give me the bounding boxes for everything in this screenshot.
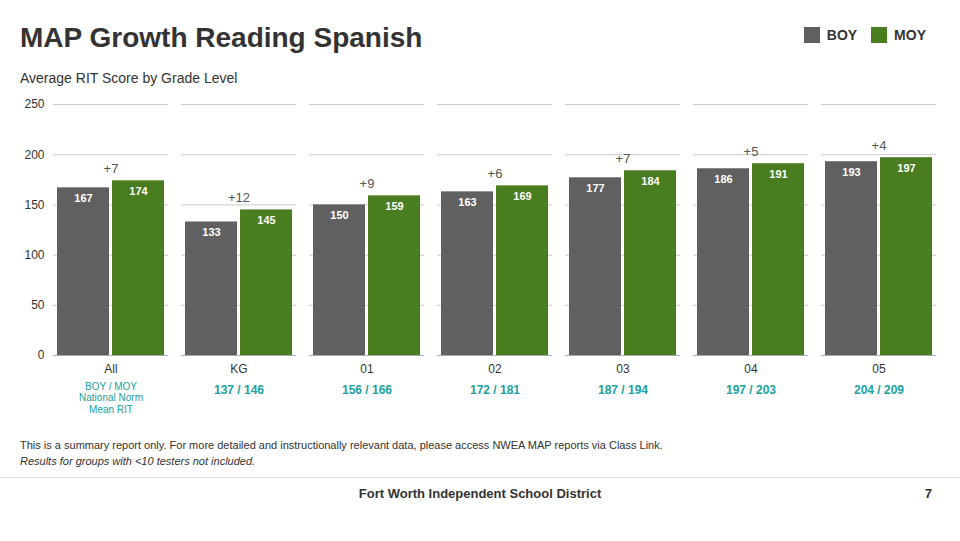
html-text:Fort Worth Independent School: Fort Worth Independent School District xyxy=(358,486,602,501)
svg-text:+6: +6 xyxy=(488,166,503,181)
svg-text:174: 174 xyxy=(129,185,148,197)
svg-text:187 / 194: 187 / 194 xyxy=(598,383,648,397)
svg-text:150: 150 xyxy=(24,198,44,212)
svg-text:197: 197 xyxy=(897,162,915,174)
svg-text:0: 0 xyxy=(38,348,45,362)
svg-text:50: 50 xyxy=(31,298,45,312)
svg-text:177: 177 xyxy=(586,182,604,194)
html-text:Average RIT Score by Grade Lev: Average RIT Score by Grade Level xyxy=(20,70,238,86)
svg-text:186: 186 xyxy=(714,173,732,185)
svg-text:159: 159 xyxy=(385,200,403,212)
svg-text:250: 250 xyxy=(24,97,44,111)
svg-text:204 / 209: 204 / 209 xyxy=(854,383,904,397)
svg-text:02: 02 xyxy=(488,362,502,376)
html-text:MAP Growth Reading Spanish: MAP Growth Reading Spanish xyxy=(20,22,423,53)
html-text:BOY: BOY xyxy=(826,26,858,43)
svg-text:KG: KG xyxy=(230,362,247,376)
svg-text:191: 191 xyxy=(769,168,787,180)
svg-text:+9: +9 xyxy=(360,176,375,191)
svg-text:05: 05 xyxy=(872,362,886,376)
svg-text:133: 133 xyxy=(202,226,220,238)
svg-text:169: 169 xyxy=(513,190,531,202)
svg-text:193: 193 xyxy=(842,166,860,178)
svg-text:150: 150 xyxy=(330,209,348,221)
svg-text:156 / 166: 156 / 166 xyxy=(342,383,392,397)
svg-text:All: All xyxy=(104,362,117,376)
svg-text:04: 04 xyxy=(744,362,758,376)
svg-text:03: 03 xyxy=(616,362,630,376)
svg-text:+7: +7 xyxy=(104,161,119,176)
svg-text:+4: +4 xyxy=(872,138,887,153)
html-text:Results for groups with <10 te: Results for groups with <10 testers not … xyxy=(20,455,256,467)
svg-text:184: 184 xyxy=(641,175,660,187)
svg-text:01: 01 xyxy=(360,362,374,376)
svg-text:BOY / MOYNational NormMean RIT: BOY / MOYNational NormMean RIT xyxy=(79,381,143,415)
svg-text:145: 145 xyxy=(257,214,275,226)
svg-text:163: 163 xyxy=(458,196,476,208)
html-text:This is a summary report only.: This is a summary report only. For more … xyxy=(20,439,663,451)
svg-text:167: 167 xyxy=(74,192,92,204)
svg-text:172 / 181: 172 / 181 xyxy=(470,383,520,397)
svg-text:+7: +7 xyxy=(616,151,631,166)
html-text:MOY: MOY xyxy=(894,26,926,43)
svg-text:197 / 203: 197 / 203 xyxy=(726,383,776,397)
svg-text:+5: +5 xyxy=(744,144,759,159)
html-text:7: 7 xyxy=(924,486,932,501)
svg-text:137 / 146: 137 / 146 xyxy=(214,383,264,397)
svg-text:100: 100 xyxy=(24,248,44,262)
svg-text:200: 200 xyxy=(24,148,44,162)
svg-text:+12: +12 xyxy=(228,190,250,205)
